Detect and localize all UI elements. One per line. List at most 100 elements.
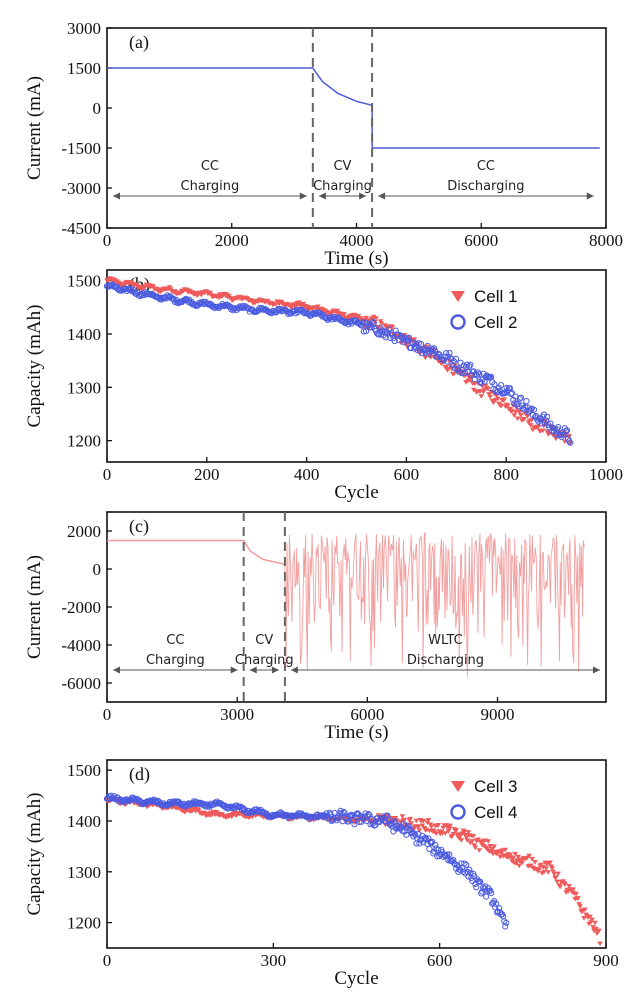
panel-2-cell-2-point: [538, 420, 545, 427]
panel-4-cell-1-point: [445, 829, 452, 834]
panel-4-y-tick-label: 1500: [67, 761, 101, 780]
panel-4-cell-1-point: [498, 851, 504, 856]
panel-2-cell-2-point: [440, 356, 448, 364]
panel-4-cell-1-point: [489, 846, 495, 852]
panel-2-cell-2-point: [555, 424, 562, 431]
panel-4-cell-2-point: [426, 845, 433, 853]
panel-4-cell-2-point: [246, 810, 253, 817]
panel-4-cell-2-point: [177, 800, 184, 808]
panel-2-x-tick-label: 800: [493, 465, 519, 484]
panel-4-cell-2-point: [360, 816, 367, 823]
panel-4-cell-1-point: [458, 838, 465, 843]
panel-2-cell-2-point: [523, 398, 530, 405]
panel-4-cell-1-point: [465, 830, 472, 835]
panel-2-cell-1-point: [478, 394, 485, 399]
panel-4-y-tick-label: 1200: [67, 914, 101, 933]
panel-4-cell-1-point: [540, 865, 546, 870]
panel-4-cell-1-point: [463, 835, 470, 840]
panel-2-cell-2-point: [391, 337, 398, 345]
panel-4-cell-2-point: [432, 842, 439, 849]
panel-2-cell-2-point: [530, 406, 538, 413]
panel-3-phase-arrow-right-head: [230, 666, 238, 674]
panel-2-x-axis-label: Cycle: [334, 482, 378, 503]
panel-2-cell-1-point: [521, 416, 527, 422]
panel-4-cell-1-point: [442, 831, 449, 836]
panel-3-y-tick-label: 0: [93, 560, 102, 579]
panel-2-cell-1-point: [464, 372, 470, 378]
panel-2-legend-label-1: Cell 1: [474, 287, 517, 306]
panel-2-cell-2-point: [506, 385, 513, 392]
panel-4-cell-2-point: [446, 851, 453, 858]
panel-4-cell-1-point: [596, 928, 602, 934]
panel-2-cell-1-point: [511, 413, 518, 418]
panel-2-cell-1-point: [524, 414, 531, 419]
panel-4-cell-2-point: [431, 848, 438, 855]
panel-2-cell-1-point: [373, 316, 379, 321]
panel-1-phase-label-line1: CV: [333, 159, 351, 174]
panel-2-cell-2-point: [567, 439, 574, 446]
panel-3-phase-arrow-left-head: [249, 666, 257, 674]
panel-4-cell-2-point: [369, 820, 376, 827]
panel-2-cell-2-point: [369, 318, 376, 325]
panel-4-cell-2-point: [365, 811, 372, 818]
panel-4-cell-1-point: [476, 848, 483, 853]
panel-4-cell-2-point: [371, 822, 378, 829]
panel-2-cell-2-point: [370, 319, 377, 326]
panel-2-cell-2-point: [527, 406, 534, 413]
panel-4-legend-label-1: Cell 3: [474, 777, 517, 796]
panel-1-plot-frame: [106, 27, 607, 229]
panel-2-series-2-markers: [103, 281, 574, 446]
panel-2-cell-1-point: [501, 397, 508, 402]
panel-4-cell-1-point: [570, 887, 576, 893]
panel-2-cell-2-point: [204, 300, 212, 307]
panel-1-phase-label-line1: CC: [201, 159, 219, 174]
panel-4-cell-1-point: [512, 851, 518, 857]
panel-2-cell-2-point: [522, 404, 529, 411]
panel-2-cell-1-point: [207, 290, 213, 296]
panel-4-cell-1-point: [582, 907, 588, 913]
panel-4-cell-2-point: [444, 851, 451, 858]
panel-1-x-tick-label: 2000: [215, 231, 249, 250]
panel-4-cell-2-point: [349, 812, 356, 819]
panel-2-cell-2-point: [566, 438, 573, 445]
panel-2-cell-2-point: [467, 361, 474, 368]
panel-4-x-tick-label: 900: [593, 951, 619, 970]
panel-4-cell-2-point: [451, 860, 458, 867]
panel-4-cell-1-point: [416, 828, 423, 833]
panel-3-y-tick-label: 2000: [67, 522, 101, 541]
panel-4-cell-1-point: [425, 818, 432, 823]
panel-3-x-tick-label: 0: [103, 705, 112, 724]
panel-1-phase-label-line2: Discharging: [447, 179, 524, 194]
panel-4-cell-2-point: [483, 893, 490, 900]
panel-4-cell-2-point: [340, 808, 347, 815]
panel-1-phase-arrow-right-head: [359, 192, 367, 200]
panel-4-cell-2-point: [322, 814, 329, 821]
panel-2-cell-2-point: [516, 395, 523, 402]
panel-3-y-tick-label: -2000: [61, 598, 101, 617]
panel-1-phase-arrow-right-head: [586, 192, 594, 200]
panel-2-cell-2-point: [110, 283, 117, 290]
panel-3-x-tick-label: 9000: [481, 705, 515, 724]
panel-4-cell-1-point: [551, 871, 557, 877]
panel-1-phase-arrow-left-head: [378, 192, 386, 200]
panel-2-cell-1-point: [498, 404, 504, 409]
panel-4-cell-1-point: [526, 853, 532, 859]
panel-4-cell-2-point: [110, 793, 118, 800]
panel-1-current-series-line: [107, 67, 600, 149]
panel-4-cell-1-point: [589, 917, 595, 923]
panel-2-y-tick-label: 1200: [67, 432, 101, 451]
panel-4-cell-1-point: [470, 834, 477, 839]
panel-2-cell-2-point: [453, 355, 460, 362]
panel-4-legend-marker-1: [451, 781, 465, 792]
panel-1-phase-label-line2: Charging: [181, 179, 240, 194]
panel-4-cell-1-point: [573, 891, 579, 897]
panel-3-phase-label-line2: Charging: [235, 653, 294, 668]
panel-4-y-tick-label: 1400: [67, 812, 101, 831]
panel-3-phase-arrow-left-head: [113, 666, 120, 674]
panel-2-cell-1-point: [389, 325, 396, 330]
panel-2-cell-2-point: [458, 370, 465, 377]
panel-1-phase-arrow-right-head: [299, 192, 307, 200]
panel-4-cell-1-point: [549, 866, 555, 871]
panel-4-cell-1-point: [575, 896, 581, 901]
